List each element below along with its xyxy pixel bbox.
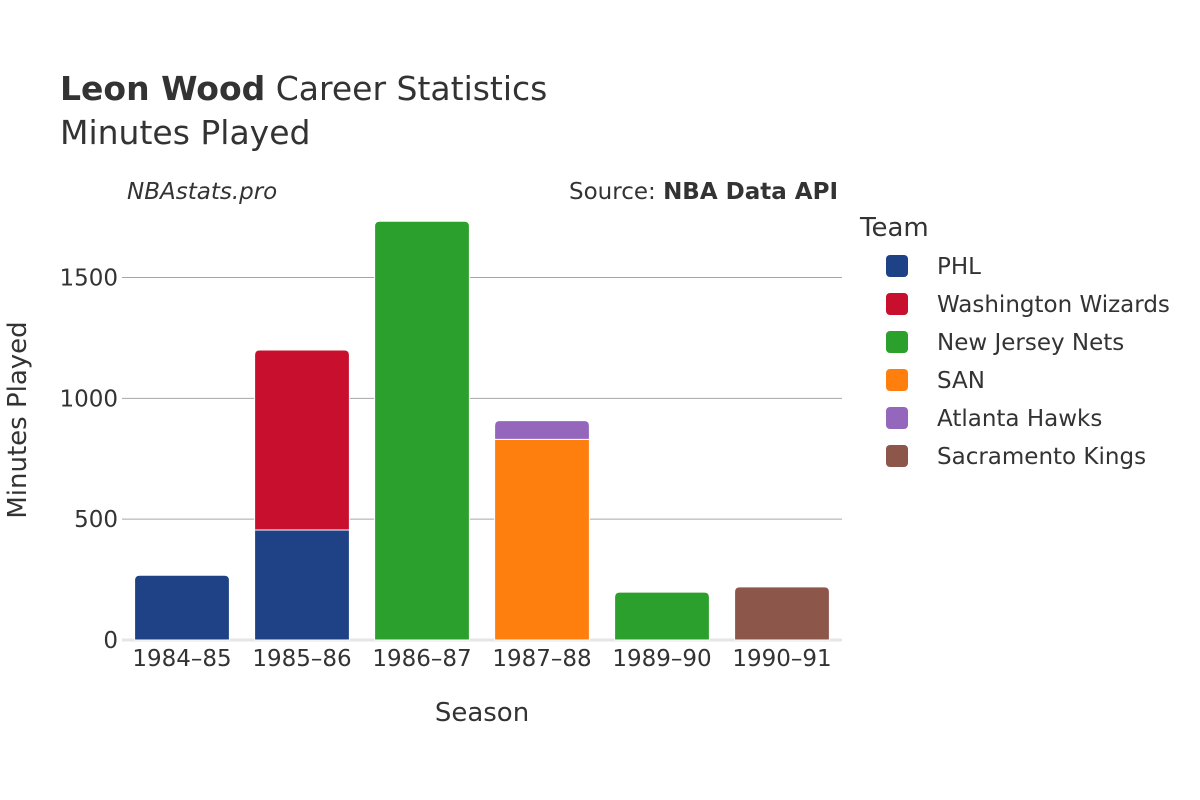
chart-title: Leon Wood Career Statistics xyxy=(60,69,547,108)
y-tick-label: 500 xyxy=(74,507,118,533)
legend-swatch xyxy=(886,407,908,429)
bar-segment xyxy=(254,349,350,531)
x-tick-label: 1984–85 xyxy=(132,646,231,672)
legend-label: SAN xyxy=(937,368,985,394)
x-tick-label: 1990–91 xyxy=(732,646,831,672)
legend-label: New Jersey Nets xyxy=(937,330,1124,356)
legend-swatch xyxy=(886,293,908,315)
bar-segment xyxy=(494,420,590,440)
x-tick-label: 1985–86 xyxy=(252,646,351,672)
legend-label: Atlanta Hawks xyxy=(937,406,1102,432)
legend-label: Sacramento Kings xyxy=(937,444,1146,470)
bars xyxy=(134,220,830,641)
chart-subtitle: Minutes Played xyxy=(60,113,310,152)
bar-segment xyxy=(134,574,230,641)
chart-title-bold: Leon Wood xyxy=(60,69,265,108)
legend: PHL Washington Wizards New Jersey Nets SAN A… xyxy=(886,254,1170,470)
legend-swatch xyxy=(886,369,908,391)
x-tick-label: 1989–90 xyxy=(612,646,711,672)
legend-swatch xyxy=(886,255,908,277)
legend-label: Washington Wizards xyxy=(937,292,1170,318)
x-tick-label: 1987–88 xyxy=(492,646,591,672)
source-credit: Source: NBA Data API xyxy=(569,179,838,205)
x-axis-title: Season xyxy=(435,698,529,728)
bar-segment xyxy=(494,438,590,641)
legend-label: PHL xyxy=(937,254,981,280)
legend-title: Team xyxy=(859,213,929,243)
y-axis-title: Minutes Played xyxy=(3,321,33,518)
y-tick-label: 1500 xyxy=(59,266,118,292)
bar-segment xyxy=(734,586,830,641)
x-tick-labels: 1984–85 1985–86 1986–87 1987–88 1989–90 1990–… xyxy=(132,646,831,672)
y-tick-labels: 0 500 1000 1500 xyxy=(59,266,118,655)
bar-segment xyxy=(254,529,350,641)
x-tick-label: 1986–87 xyxy=(372,646,471,672)
legend-swatch xyxy=(886,445,908,467)
source-prefix: Source: xyxy=(569,179,663,205)
source-name: NBA Data API xyxy=(663,179,838,205)
bar-segment xyxy=(614,591,710,641)
watermark: NBAstats.pro xyxy=(127,179,277,205)
grid-lines xyxy=(122,277,842,642)
chart-title-rest: Career Statistics xyxy=(265,69,547,108)
y-tick-label: 0 xyxy=(103,628,118,654)
legend-swatch xyxy=(886,331,908,353)
bar-segment xyxy=(374,220,470,641)
y-tick-label: 1000 xyxy=(59,386,118,412)
